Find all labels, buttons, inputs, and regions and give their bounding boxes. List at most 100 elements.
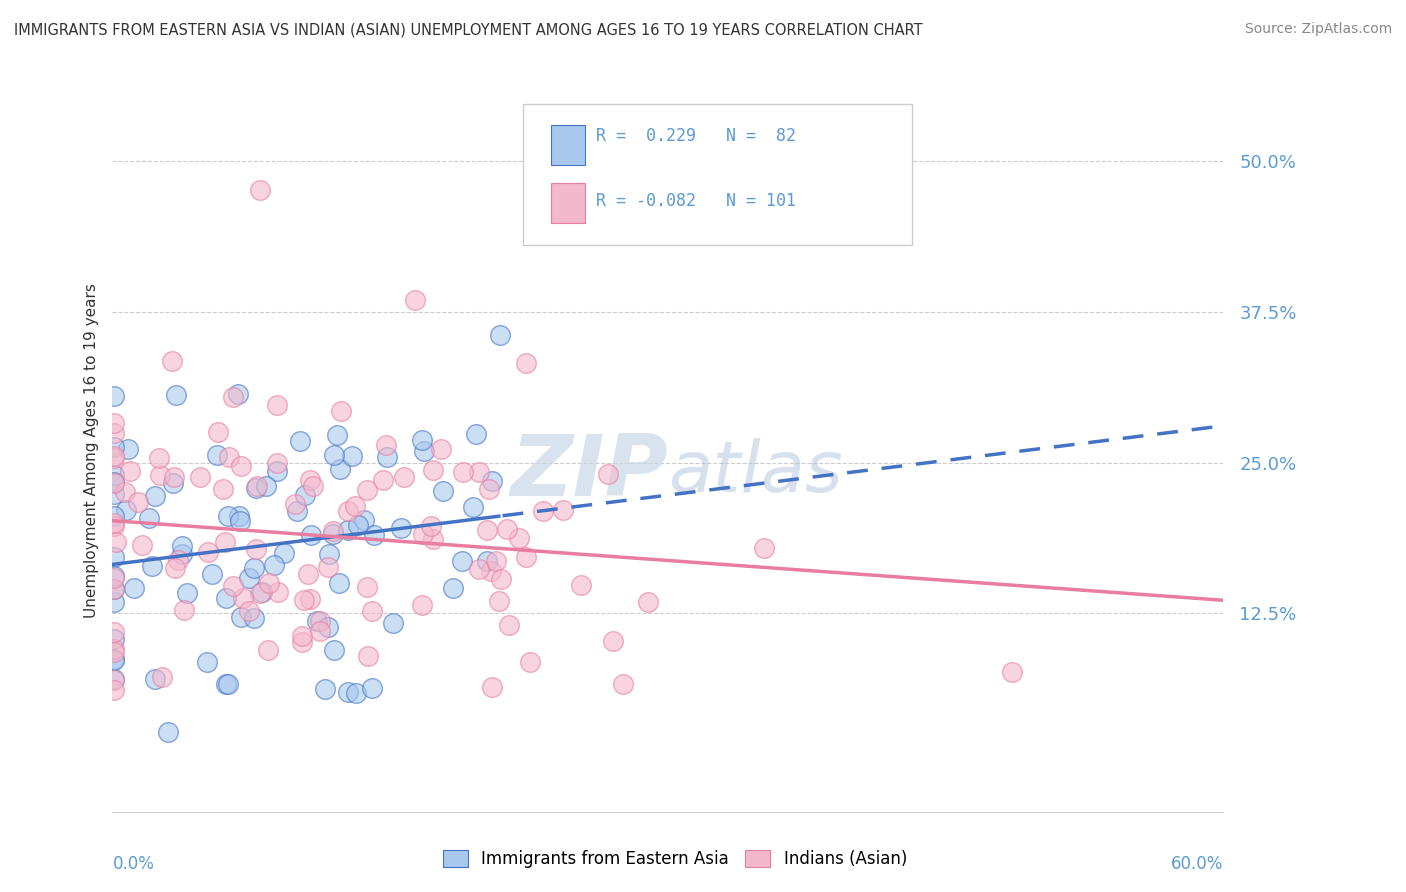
Point bbox=[243, 561, 266, 575]
Point bbox=[228, 514, 250, 528]
Legend: Immigrants from Eastern Asia, Indians (Asian): Immigrants from Eastern Asia, Indians (A… bbox=[436, 843, 914, 875]
Point bbox=[245, 481, 267, 495]
Point bbox=[290, 434, 312, 448]
Point bbox=[217, 677, 239, 691]
Point bbox=[249, 183, 271, 197]
Point bbox=[337, 685, 360, 699]
Point bbox=[229, 610, 252, 624]
Point bbox=[318, 547, 340, 561]
Point bbox=[479, 564, 502, 578]
Point bbox=[485, 553, 508, 567]
Point bbox=[441, 581, 464, 595]
Text: ZIP: ZIP bbox=[510, 431, 668, 514]
Point bbox=[515, 356, 537, 370]
Point bbox=[468, 561, 491, 575]
Point bbox=[389, 520, 412, 534]
Point bbox=[124, 581, 146, 595]
Point bbox=[291, 630, 314, 644]
Point bbox=[325, 428, 347, 442]
Point bbox=[519, 655, 541, 669]
Point bbox=[302, 479, 325, 493]
Point bbox=[141, 559, 163, 574]
Point bbox=[322, 527, 344, 541]
Point bbox=[285, 504, 308, 518]
Point bbox=[165, 387, 187, 401]
Point bbox=[411, 598, 433, 612]
Point bbox=[156, 725, 179, 739]
Point bbox=[114, 485, 136, 500]
Point bbox=[432, 484, 454, 499]
Point bbox=[422, 533, 444, 547]
Point bbox=[252, 584, 274, 599]
Point bbox=[422, 462, 444, 476]
Point bbox=[103, 468, 125, 483]
Point bbox=[176, 586, 198, 600]
Point bbox=[356, 483, 378, 497]
Point bbox=[478, 482, 501, 496]
FancyBboxPatch shape bbox=[523, 103, 912, 244]
Point bbox=[291, 635, 314, 649]
Point bbox=[138, 511, 160, 525]
Point bbox=[360, 604, 382, 618]
Point bbox=[337, 523, 360, 537]
Point bbox=[103, 549, 125, 564]
Point bbox=[105, 535, 128, 549]
Point bbox=[246, 479, 269, 493]
Point bbox=[488, 594, 510, 608]
Point bbox=[515, 550, 537, 565]
Point bbox=[361, 681, 384, 695]
Point bbox=[602, 634, 624, 648]
Point bbox=[299, 591, 322, 606]
Point bbox=[103, 625, 125, 640]
Point bbox=[413, 444, 436, 458]
Point bbox=[461, 500, 484, 514]
Point bbox=[508, 531, 530, 545]
Point bbox=[481, 680, 503, 694]
Point bbox=[598, 467, 620, 481]
Point bbox=[218, 450, 240, 465]
Point bbox=[305, 614, 328, 628]
Point bbox=[243, 610, 266, 624]
Point bbox=[498, 617, 520, 632]
Point bbox=[475, 554, 498, 568]
Point bbox=[266, 464, 288, 478]
Point bbox=[149, 467, 172, 482]
Point bbox=[103, 389, 125, 403]
Point bbox=[468, 466, 491, 480]
Point bbox=[273, 546, 295, 560]
Point bbox=[143, 489, 166, 503]
Point bbox=[207, 448, 229, 462]
Point bbox=[465, 427, 488, 442]
Point bbox=[329, 462, 352, 476]
Point bbox=[323, 449, 346, 463]
Point bbox=[103, 673, 125, 687]
Point bbox=[571, 578, 593, 592]
Point bbox=[489, 573, 512, 587]
Point bbox=[103, 451, 125, 466]
Point bbox=[114, 503, 136, 517]
Point bbox=[103, 672, 125, 686]
Point bbox=[127, 495, 149, 509]
Point bbox=[232, 591, 254, 606]
Point bbox=[201, 566, 224, 581]
Point bbox=[267, 585, 290, 599]
Point bbox=[392, 469, 415, 483]
Point bbox=[375, 450, 398, 464]
Point bbox=[117, 442, 139, 456]
Point bbox=[481, 475, 503, 489]
Point bbox=[103, 476, 125, 491]
Point bbox=[430, 442, 453, 456]
Point bbox=[160, 354, 183, 368]
Point bbox=[475, 523, 498, 537]
Point bbox=[226, 387, 249, 401]
Point bbox=[489, 328, 512, 343]
Point bbox=[103, 595, 125, 609]
Point bbox=[166, 553, 188, 567]
Point bbox=[103, 516, 125, 531]
Point bbox=[214, 534, 236, 549]
Point bbox=[148, 450, 170, 465]
Point bbox=[162, 476, 184, 491]
Point bbox=[103, 682, 125, 697]
Point bbox=[340, 449, 363, 463]
Point bbox=[103, 487, 125, 501]
